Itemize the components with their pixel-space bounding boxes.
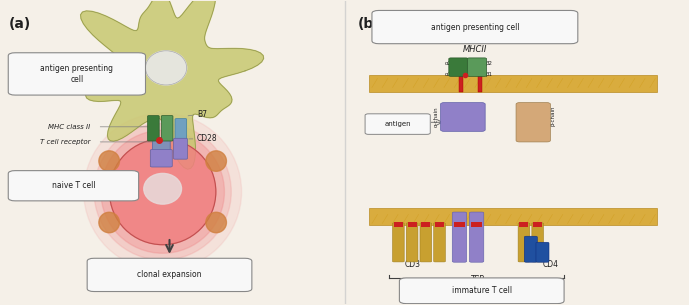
FancyBboxPatch shape (471, 222, 482, 227)
Text: γ: γ (397, 235, 400, 240)
FancyBboxPatch shape (435, 222, 444, 227)
Text: β1: β1 (485, 72, 492, 77)
FancyBboxPatch shape (440, 103, 485, 131)
FancyBboxPatch shape (516, 103, 551, 142)
FancyBboxPatch shape (369, 75, 657, 92)
FancyBboxPatch shape (393, 223, 404, 262)
FancyBboxPatch shape (449, 58, 468, 76)
Text: MHCII: MHCII (463, 45, 487, 54)
FancyBboxPatch shape (394, 222, 403, 227)
Text: CD4: CD4 (542, 260, 558, 269)
FancyBboxPatch shape (400, 278, 564, 303)
Polygon shape (81, 0, 264, 169)
Ellipse shape (144, 174, 181, 204)
FancyBboxPatch shape (518, 223, 530, 262)
FancyBboxPatch shape (467, 58, 486, 76)
FancyBboxPatch shape (452, 212, 466, 262)
FancyBboxPatch shape (147, 116, 159, 141)
FancyBboxPatch shape (8, 53, 145, 95)
FancyBboxPatch shape (365, 114, 430, 135)
Text: α1: α1 (445, 72, 453, 77)
FancyBboxPatch shape (88, 258, 252, 292)
FancyBboxPatch shape (372, 10, 578, 44)
Text: B7: B7 (197, 110, 207, 119)
Text: TCR: TCR (471, 275, 486, 284)
FancyBboxPatch shape (520, 222, 528, 227)
Text: β2: β2 (485, 61, 492, 66)
Text: δ: δ (424, 235, 427, 240)
Text: ε: ε (411, 235, 413, 240)
Text: antigen: antigen (384, 121, 411, 127)
Text: MHC class II: MHC class II (48, 124, 90, 130)
Text: ζζ: ζζ (460, 241, 466, 246)
FancyBboxPatch shape (536, 242, 549, 262)
FancyBboxPatch shape (469, 212, 484, 262)
Text: (a): (a) (8, 16, 30, 30)
Text: ε: ε (438, 235, 441, 240)
FancyBboxPatch shape (407, 223, 418, 262)
Text: antigen presenting cell: antigen presenting cell (431, 23, 520, 32)
FancyBboxPatch shape (533, 222, 542, 227)
FancyBboxPatch shape (422, 222, 430, 227)
Text: immature T cell: immature T cell (452, 286, 512, 295)
Text: α-chain: α-chain (434, 106, 439, 127)
Text: antigen presenting
cell: antigen presenting cell (41, 64, 114, 84)
FancyBboxPatch shape (524, 236, 537, 262)
Ellipse shape (206, 212, 227, 233)
Text: CD28: CD28 (197, 135, 218, 143)
Ellipse shape (206, 151, 227, 171)
FancyBboxPatch shape (408, 222, 417, 227)
FancyBboxPatch shape (175, 119, 187, 141)
FancyBboxPatch shape (369, 208, 657, 225)
Ellipse shape (110, 139, 216, 245)
Ellipse shape (101, 130, 225, 253)
FancyBboxPatch shape (8, 170, 138, 201)
FancyBboxPatch shape (454, 222, 464, 227)
Text: (b): (b) (358, 16, 381, 30)
FancyBboxPatch shape (459, 74, 463, 92)
FancyBboxPatch shape (478, 74, 482, 92)
Text: β-chain: β-chain (551, 106, 555, 127)
Text: clonal expansion: clonal expansion (137, 271, 202, 279)
FancyBboxPatch shape (161, 116, 173, 141)
Text: T cell receptor: T cell receptor (40, 139, 90, 145)
FancyBboxPatch shape (150, 149, 172, 167)
Text: IL-2: IL-2 (97, 183, 111, 192)
Text: naive T cell: naive T cell (52, 181, 95, 190)
Ellipse shape (84, 113, 242, 270)
FancyBboxPatch shape (532, 223, 544, 262)
Ellipse shape (94, 124, 232, 260)
FancyBboxPatch shape (152, 137, 170, 153)
Text: α2: α2 (445, 61, 453, 66)
FancyBboxPatch shape (420, 223, 431, 262)
FancyBboxPatch shape (174, 138, 187, 159)
Ellipse shape (99, 212, 119, 233)
Ellipse shape (145, 51, 187, 85)
Text: CD3: CD3 (405, 260, 421, 269)
Ellipse shape (99, 151, 119, 171)
FancyBboxPatch shape (433, 223, 445, 262)
